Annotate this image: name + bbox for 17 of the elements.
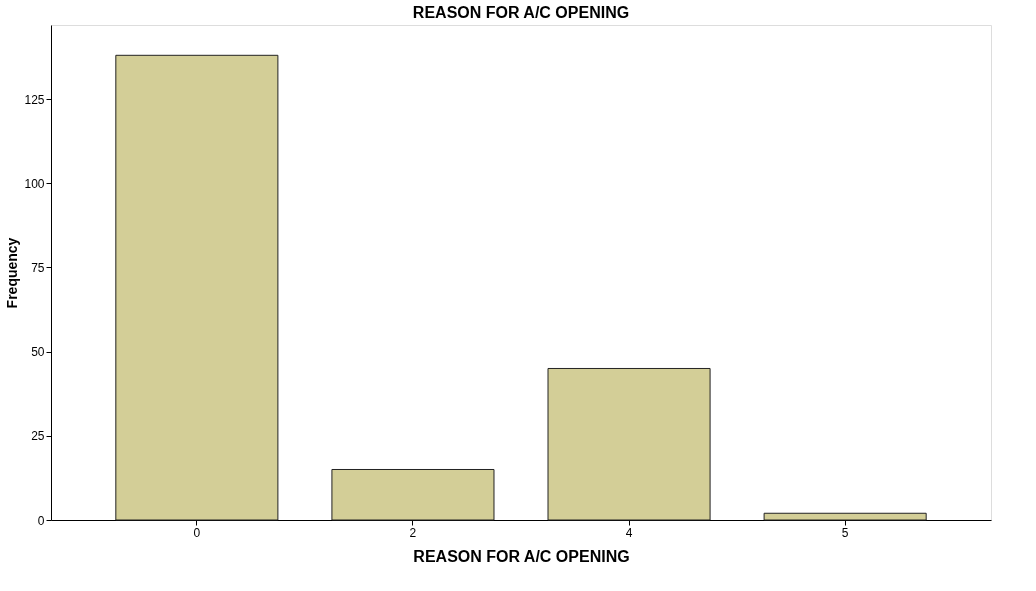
y-tick-label: 25	[31, 429, 45, 444]
bar	[547, 367, 711, 521]
x-tick-label: 5	[841, 525, 849, 540]
x-tick-label: 4	[625, 525, 633, 540]
y-tick-label: 50	[31, 345, 45, 360]
bar	[115, 54, 279, 521]
y-tick-label: 125	[24, 92, 45, 107]
bar	[763, 512, 927, 521]
x-tick-label: 2	[409, 525, 417, 540]
y-axis-title: Frequency	[4, 237, 21, 309]
y-tick-label: 0	[37, 513, 45, 528]
y-tick-label: 75	[31, 260, 45, 275]
chart-title: REASON FOR A/C OPENING	[412, 4, 630, 21]
x-axis-title: REASON FOR A/C OPENING	[413, 547, 630, 565]
y-tick-label: 100	[24, 176, 45, 191]
bar	[331, 468, 495, 521]
x-tick-label: 0	[193, 525, 201, 540]
